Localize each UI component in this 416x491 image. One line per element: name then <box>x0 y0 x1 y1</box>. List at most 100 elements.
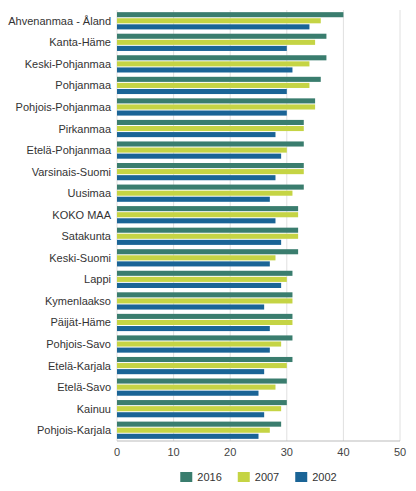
legend-swatch <box>238 472 250 482</box>
category-label: Etelä-Pohjanmaa <box>27 144 112 156</box>
x-tick-label: 10 <box>167 446 179 458</box>
legend-swatch <box>180 472 192 482</box>
bar <box>117 348 270 353</box>
category-label: Varsinais-Suomi <box>32 166 111 178</box>
bar <box>117 185 304 190</box>
bar <box>117 369 264 374</box>
bar <box>117 212 298 217</box>
bar <box>117 434 259 439</box>
x-axis: 01020304050 <box>114 441 406 458</box>
category-label: Kainuu <box>77 403 111 415</box>
bar <box>117 341 281 346</box>
bar <box>117 261 270 266</box>
bar <box>117 141 304 146</box>
bar <box>117 255 275 260</box>
bar <box>117 283 281 288</box>
category-label: Lappi <box>84 273 111 285</box>
category-label: Pohjanmaa <box>55 79 112 91</box>
category-label: Keski-Suomi <box>49 252 111 264</box>
category-label: Pohjois-Savo <box>46 338 111 350</box>
bar <box>117 400 287 405</box>
legend-label: 2002 <box>312 471 336 483</box>
bar <box>117 197 270 202</box>
bar <box>117 175 275 180</box>
category-label: Pirkanmaa <box>58 123 111 135</box>
category-label: Pohjois-Pohjanmaa <box>16 101 112 113</box>
bar <box>117 148 287 153</box>
bar <box>117 98 315 103</box>
bar <box>117 12 343 17</box>
legend: 2016 2007 2002 <box>180 471 336 483</box>
x-tick-label: 30 <box>281 446 293 458</box>
legend-item: 2007 <box>238 471 279 483</box>
grid-line <box>117 10 118 441</box>
bar <box>117 169 304 174</box>
bar <box>117 428 270 433</box>
x-axis-line <box>117 441 400 442</box>
y-axis: Ahvenanmaa - Åland Kanta-Häme Keski-Pohjan… <box>8 15 112 436</box>
bar <box>117 55 326 60</box>
category-label: Uusimaa <box>68 187 112 199</box>
category-label: Keski-Pohjanmaa <box>25 58 112 70</box>
bar <box>117 67 292 72</box>
bar <box>117 385 275 390</box>
legend-swatch <box>295 472 307 482</box>
bar <box>117 304 264 309</box>
bar <box>117 379 287 384</box>
grid <box>117 10 400 441</box>
category-label: Satakunta <box>61 230 111 242</box>
x-tick-label: 0 <box>114 446 120 458</box>
bar <box>117 271 292 276</box>
bar <box>117 314 292 319</box>
background <box>0 0 416 491</box>
bar <box>117 126 304 131</box>
bar <box>117 406 281 411</box>
bar <box>117 24 309 29</box>
bar <box>117 111 287 116</box>
bar <box>117 363 287 368</box>
bar <box>117 34 326 39</box>
bar <box>117 320 292 325</box>
grid-line <box>400 10 401 441</box>
bar <box>117 326 270 331</box>
bar <box>117 298 292 303</box>
x-tick-label: 50 <box>394 446 406 458</box>
category-label: Ahvenanmaa - Åland <box>8 15 111 27</box>
bar <box>117 89 287 94</box>
category-label: Kanta-Häme <box>49 36 111 48</box>
bar <box>117 422 281 427</box>
bar <box>117 249 298 254</box>
bar <box>117 163 304 168</box>
grid-line <box>230 10 231 441</box>
bar <box>117 335 292 340</box>
x-tick-label: 20 <box>224 446 236 458</box>
category-label: Kymenlaakso <box>45 295 111 307</box>
legend-item: 2002 <box>295 471 336 483</box>
legend-item: 2016 <box>180 471 221 483</box>
bar <box>117 228 298 233</box>
bar <box>117 104 315 109</box>
bar <box>117 357 292 362</box>
bar <box>117 292 292 297</box>
bar <box>117 191 292 196</box>
chart-svg: 01020304050Ahvenanmaa - ÅlandKanta-HämeK… <box>0 0 416 491</box>
category-label: Etelä-Karjala <box>48 360 112 372</box>
chart-container: 01020304050Ahvenanmaa - ÅlandKanta-HämeK… <box>0 0 416 491</box>
category-label: Pohjois-Karjala <box>37 424 112 436</box>
category-label: Päijät-Häme <box>50 316 111 328</box>
category-label: KOKO MAA <box>52 209 111 221</box>
bar <box>117 391 259 396</box>
bar <box>117 206 298 211</box>
bar <box>117 154 281 159</box>
category-label: Etelä-Savo <box>57 381 111 393</box>
grid-line <box>286 10 287 441</box>
bar <box>117 77 321 82</box>
bar <box>117 46 287 51</box>
grid-line <box>343 10 344 441</box>
grid-line <box>173 10 174 441</box>
bar <box>117 83 309 88</box>
bar <box>117 277 287 282</box>
bar <box>117 412 264 417</box>
bar <box>117 61 309 66</box>
bar <box>117 18 321 23</box>
